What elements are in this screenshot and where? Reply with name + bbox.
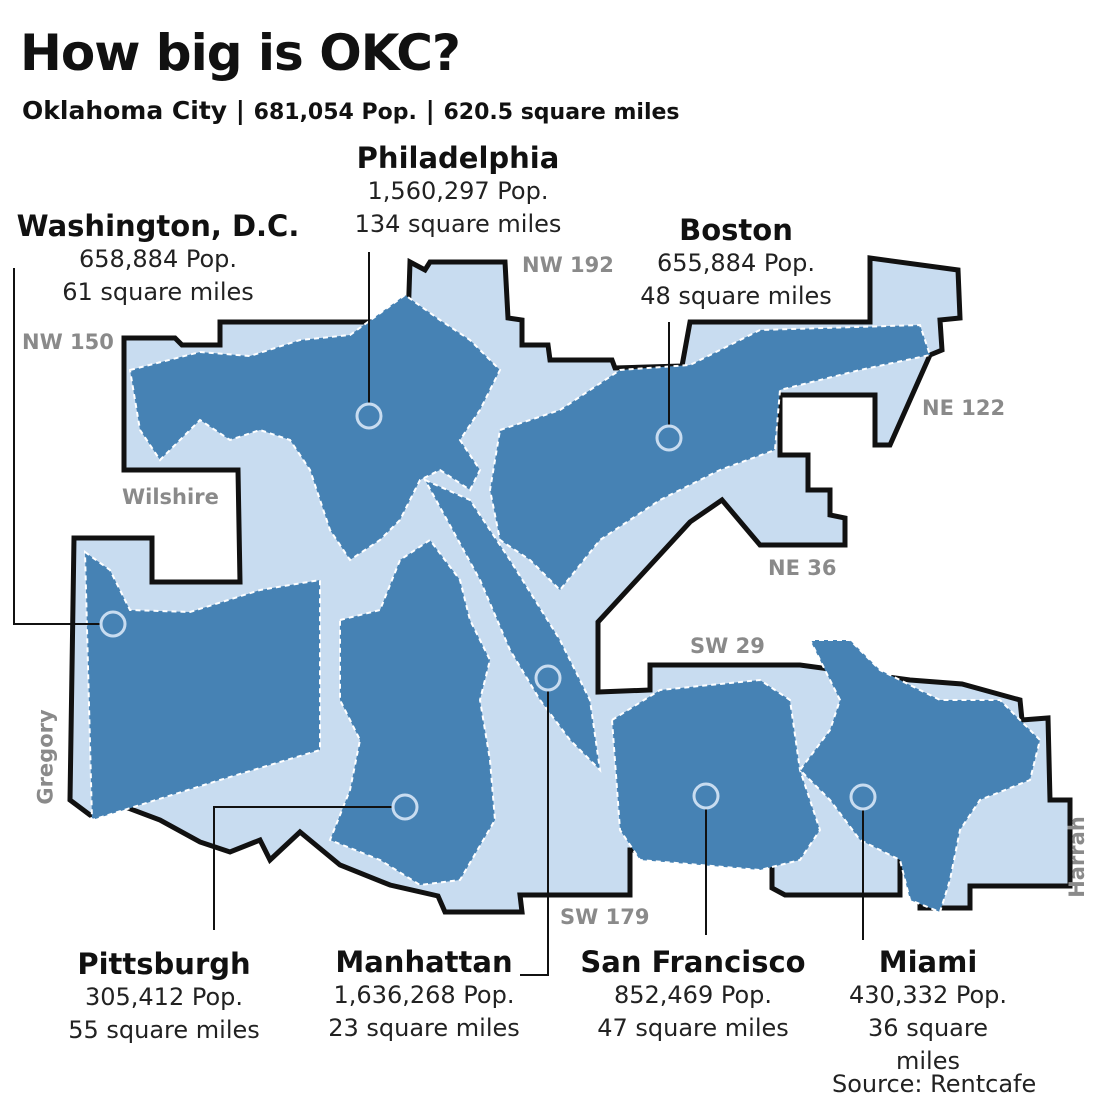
road-label: SW 29 bbox=[690, 634, 765, 658]
road-label: SW 179 bbox=[560, 905, 650, 929]
miami-marker bbox=[849, 783, 877, 811]
city-area: 55 square miles bbox=[68, 1016, 260, 1044]
page-title: How big is OKC? bbox=[20, 24, 461, 82]
city-area: 47 square miles bbox=[597, 1014, 789, 1042]
city-population: 1,636,268 Pop. bbox=[333, 981, 515, 1009]
washington-dc-marker bbox=[99, 610, 127, 638]
city-label-pittsburgh: Pittsburgh 305,412 Pop. 55 square miles bbox=[68, 948, 260, 1047]
city-population: 655,884 Pop. bbox=[656, 249, 816, 277]
city-name: Boston bbox=[679, 213, 793, 247]
city-area: 134 square miles bbox=[354, 210, 562, 238]
city-label-manhattan: Manhattan 1,636,268 Pop. 23 square miles bbox=[328, 946, 520, 1045]
city-name: Pittsburgh bbox=[77, 947, 251, 981]
city-area: 36 square miles bbox=[868, 1014, 988, 1075]
city-label-washington-dc: Washington, D.C. 658,884 Pop. 61 square mi… bbox=[17, 210, 300, 309]
subtitle: Oklahoma City | 681,054 Pop. | 620.5 squ… bbox=[22, 96, 680, 125]
subtitle-city: Oklahoma City bbox=[22, 96, 228, 125]
road-label: Gregory bbox=[33, 709, 58, 805]
city-label-miami: Miami 430,332 Pop. 36 square miles bbox=[842, 946, 1014, 1078]
city-area: 48 square miles bbox=[640, 282, 832, 310]
overlay-cities bbox=[83, 293, 1042, 914]
boston-shape bbox=[488, 323, 932, 592]
city-population: 1,560,297 Pop. bbox=[367, 177, 549, 205]
philadelphia-marker bbox=[355, 402, 383, 430]
road-label: Wilshire bbox=[122, 485, 219, 509]
road-label: Harrah bbox=[1064, 816, 1089, 898]
subtitle-area: 620.5 square miles bbox=[443, 100, 680, 125]
road-label: NW 150 bbox=[22, 330, 114, 354]
city-population: 305,412 Pop. bbox=[84, 983, 244, 1011]
miami-shape bbox=[798, 639, 1042, 914]
road-label: NW 192 bbox=[522, 253, 614, 277]
city-name: Manhattan bbox=[335, 945, 513, 979]
city-label-boston: Boston 655,884 Pop. 48 square miles bbox=[640, 214, 832, 313]
city-population: 430,332 Pop. bbox=[848, 981, 1008, 1009]
san-francisco-marker bbox=[692, 782, 720, 810]
separator: | bbox=[425, 96, 435, 125]
city-name: Miami bbox=[878, 945, 978, 979]
source-credit: Source: Rentcafe bbox=[832, 1070, 1037, 1098]
city-center-markers bbox=[99, 402, 877, 821]
san-francisco-shape bbox=[610, 678, 822, 872]
road-label: NE 36 bbox=[768, 556, 837, 580]
pittsburgh-marker bbox=[391, 793, 419, 821]
city-population: 852,469 Pop. bbox=[613, 981, 773, 1009]
city-name: Washington, D.C. bbox=[16, 209, 300, 243]
subtitle-population: 681,054 Pop. bbox=[253, 100, 417, 125]
city-label-philadelphia: Philadelphia 1,560,297 Pop. 134 square mil… bbox=[355, 142, 562, 241]
road-label: NE 122 bbox=[922, 396, 1006, 420]
city-label-san-francisco: San Francisco 852,469 Pop. 47 square miles bbox=[580, 946, 805, 1045]
city-name: San Francisco bbox=[580, 945, 806, 979]
boston-marker bbox=[655, 424, 683, 452]
leader-lines bbox=[13, 252, 864, 976]
city-population: 658,884 Pop. bbox=[78, 245, 238, 273]
manhattan-marker bbox=[534, 664, 562, 692]
manhattan-shape bbox=[422, 477, 602, 773]
washington-dc-shape bbox=[83, 550, 321, 822]
city-name: Philadelphia bbox=[356, 141, 560, 175]
city-area: 61 square miles bbox=[62, 278, 254, 306]
pittsburgh-shape bbox=[328, 538, 497, 887]
separator: | bbox=[235, 96, 245, 125]
city-area: 23 square miles bbox=[328, 1014, 520, 1042]
